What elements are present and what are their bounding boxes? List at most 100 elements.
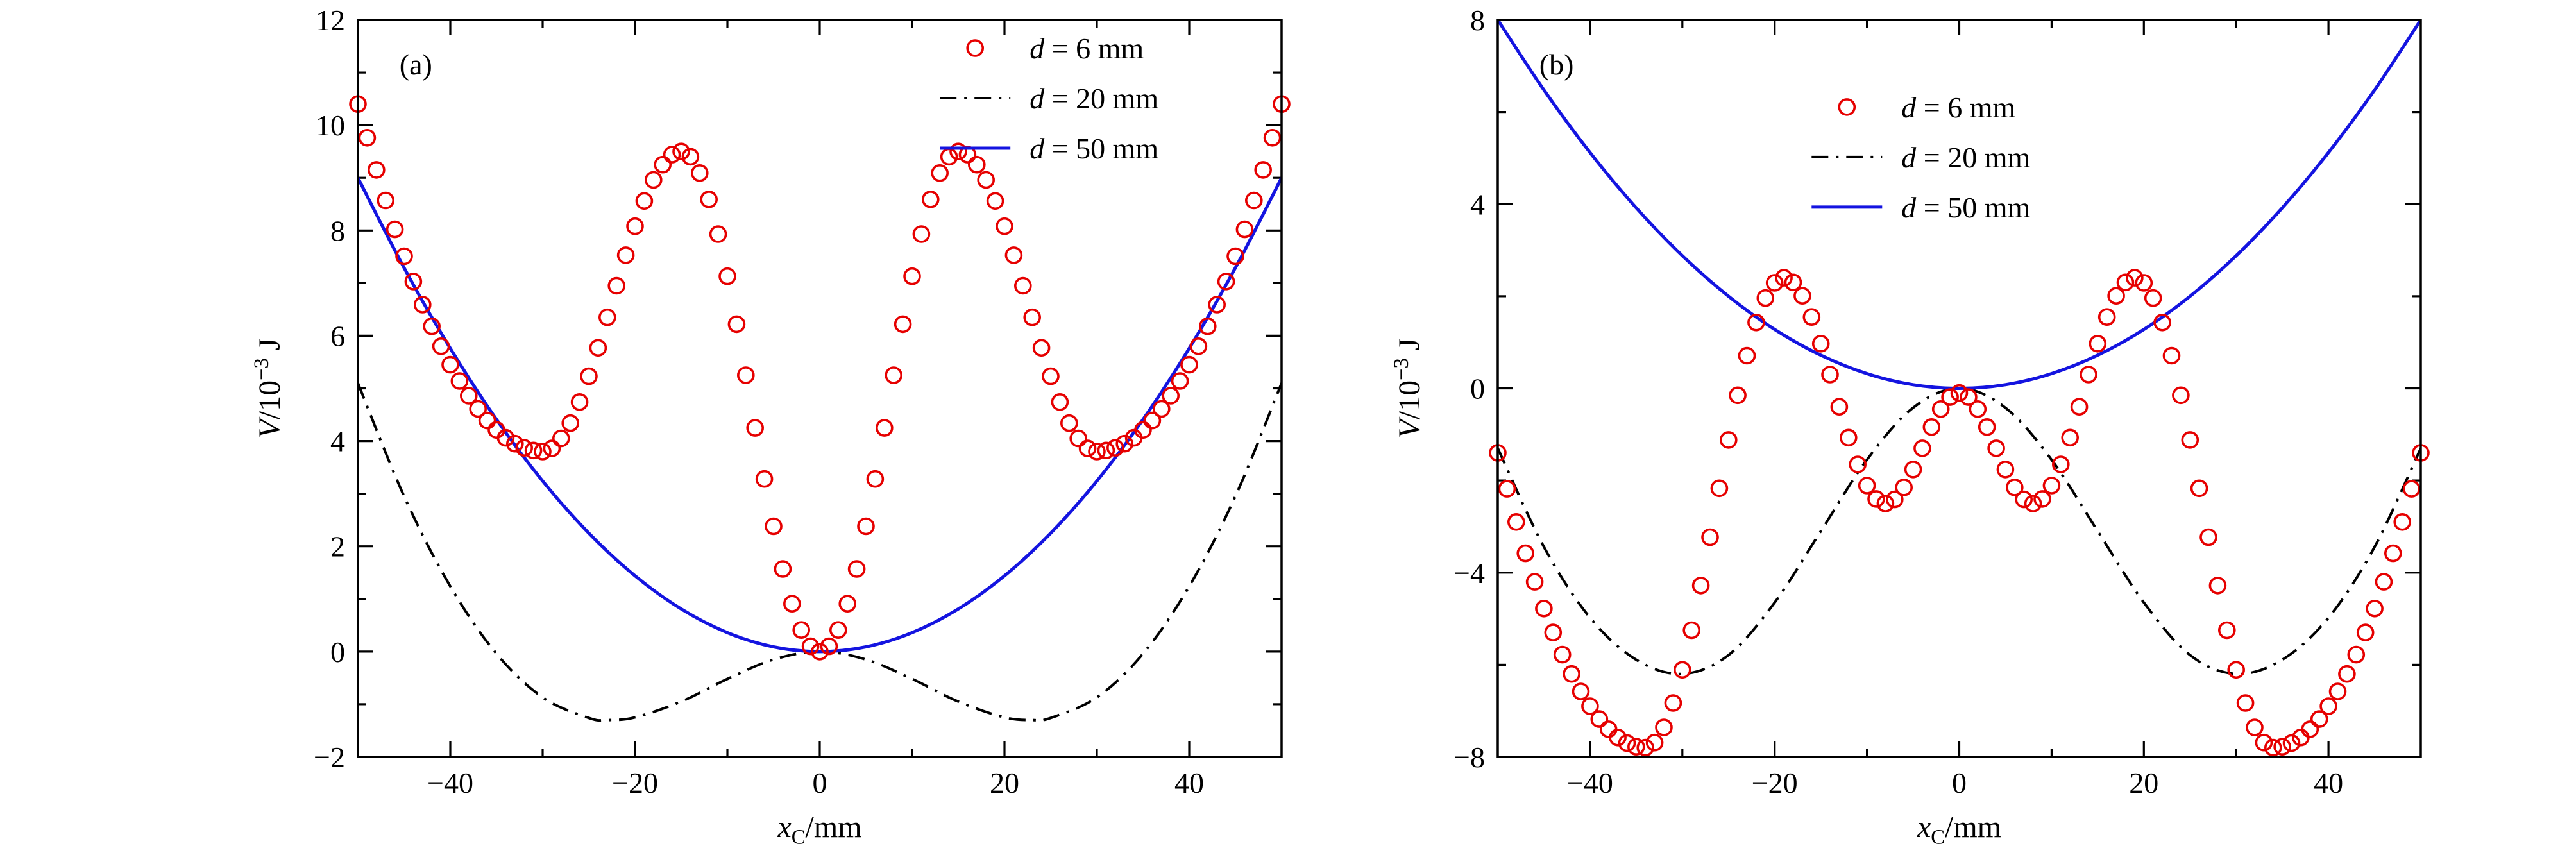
series-scatter-red [1489, 269, 2430, 757]
data-point-circle [2393, 512, 2411, 531]
data-point-circle [1904, 461, 1922, 479]
data-point-circle [903, 267, 921, 285]
data-point-circle [1922, 418, 1941, 436]
data-point-circle [2366, 599, 2384, 618]
data-point-circle [413, 296, 432, 314]
data-point-circle [1535, 599, 1553, 618]
series-scatter-red [349, 95, 1291, 661]
line-series-group [358, 177, 1282, 722]
data-point-circle [866, 470, 885, 488]
data-point-circle [2015, 490, 2033, 509]
data-point-circle [2255, 733, 2273, 752]
y-axis-label: V/10−3 J [250, 338, 287, 438]
data-point-circle [709, 225, 727, 243]
data-point-circle [1563, 665, 1580, 683]
data-point-circle [423, 317, 441, 335]
data-point-circle [505, 434, 524, 453]
data-point-circle [2402, 480, 2421, 498]
data-point-circle [2375, 573, 2393, 591]
data-point-circle [1590, 710, 1609, 728]
data-point-circle [1793, 287, 1811, 305]
data-point-circle [1729, 386, 1747, 405]
data-point-circle [1217, 273, 1235, 291]
series-line-black [358, 382, 1282, 722]
legend-label: d = 20 mm [1901, 141, 2030, 174]
legend-label: d = 6 mm [1901, 91, 2015, 124]
data-point-circle [1180, 355, 1198, 374]
y-tick-label: 0 [1470, 373, 1485, 405]
data-point-circle [1014, 276, 1032, 295]
data-point-circle [2236, 694, 2255, 712]
data-point-circle [1572, 682, 1590, 700]
data-point-circle [1507, 512, 1525, 531]
data-point-circle [2227, 661, 2245, 679]
data-point-circle [2218, 621, 2236, 640]
y-tick-label: −8 [1453, 741, 1485, 774]
data-point-circle [1738, 346, 1756, 365]
data-point-circle [2061, 428, 2079, 447]
data-point-circle [2153, 313, 2171, 332]
data-point-circle [1097, 441, 1115, 460]
data-point-circle [2052, 455, 2070, 473]
data-point-circle [552, 429, 570, 448]
y-tick-label: 4 [1470, 188, 1485, 221]
data-point-circle [570, 393, 589, 411]
data-point-circle [986, 192, 1004, 210]
legend-label: d = 50 mm [1901, 191, 2030, 224]
x-tick-label: 40 [1174, 767, 1204, 799]
legend-entry: d = 20 mm [1811, 141, 2031, 174]
data-point-circle [1245, 191, 1263, 210]
data-point-circle [1171, 372, 1189, 390]
data-point-circle [616, 246, 635, 264]
data-point-circle [534, 443, 552, 461]
data-point-circle [996, 217, 1013, 235]
data-point-circle [580, 367, 598, 385]
data-point-circle [644, 171, 663, 189]
legend-entry: d = 6 mm [1838, 91, 2016, 124]
data-point-circle [1969, 400, 1987, 418]
data-point-circle [459, 387, 478, 405]
data-point-circle [1701, 528, 1719, 546]
y-tick-label: 6 [330, 319, 345, 352]
data-point-circle [811, 643, 829, 661]
data-point-circle [2097, 308, 2116, 326]
data-point-circle [1226, 247, 1244, 266]
data-point-circle [2273, 738, 2291, 756]
panel-label: (a) [400, 48, 432, 81]
data-point-circle [377, 191, 395, 210]
data-point-circle [1060, 414, 1078, 432]
data-point-circle [1088, 443, 1106, 461]
y-tick-label: 4 [330, 425, 345, 458]
data-point-circle [1004, 246, 1023, 264]
data-point-circle [432, 337, 450, 355]
y-axis-label: V/10−3 J [1390, 338, 1427, 438]
data-point-circle [1674, 661, 1691, 679]
data-point-circle [1867, 490, 1885, 508]
data-point-circle [2089, 334, 2107, 353]
data-point-circle [2107, 287, 2125, 305]
data-point-circle [450, 372, 469, 390]
data-point-circle [1208, 296, 1226, 314]
data-point-circle [1618, 734, 1636, 752]
x-axis-label: xC/mm [1917, 810, 2001, 849]
data-point-circle [2310, 710, 2328, 728]
data-point-circle [2319, 697, 2337, 715]
data-point-circle [2070, 398, 2089, 416]
data-point-circle [691, 164, 709, 182]
data-point-circle [441, 355, 459, 374]
data-point-circle [2181, 431, 2199, 449]
y-tick-label: −4 [1453, 557, 1485, 589]
data-point-circle [1756, 289, 1775, 307]
data-point-circle [1858, 477, 1876, 495]
data-point-circle [589, 339, 607, 357]
data-point-circle [1263, 129, 1282, 147]
data-point-circle [1069, 429, 1087, 448]
data-point-circle [1544, 623, 1563, 641]
data-point-circle [792, 621, 810, 640]
data-point-circle [1978, 418, 1996, 436]
data-point-circle [635, 192, 654, 210]
data-point-circle [1199, 317, 1217, 335]
y-tick-label: 2 [330, 530, 345, 563]
